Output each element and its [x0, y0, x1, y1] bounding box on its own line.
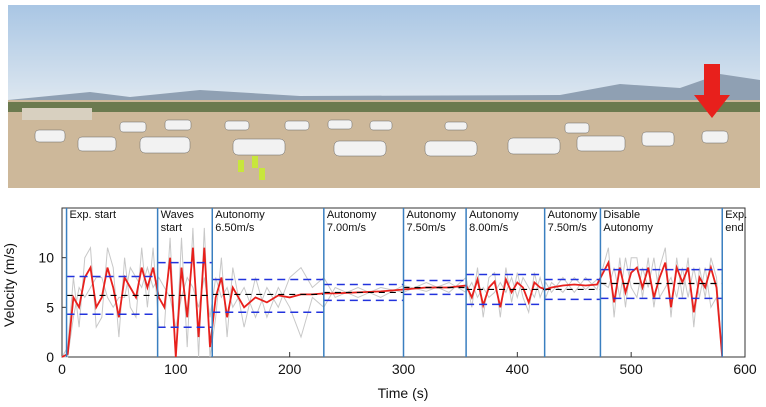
event-label: Autonomy	[548, 209, 598, 221]
event-label: Autonomy	[469, 209, 519, 221]
event-label: Autonomy	[215, 209, 265, 221]
event-label: Autonomy	[603, 222, 653, 234]
velocity-line	[62, 257, 723, 358]
event-label: 8.00m/s	[469, 222, 509, 234]
event-label: Disable	[603, 209, 640, 221]
event-label: 6.50m/s	[215, 222, 255, 234]
x-tick-label: 600	[733, 361, 757, 377]
event-label: Waves	[161, 209, 195, 221]
y-tick-label: 5	[46, 299, 54, 315]
y-axis-label: Velocity (m/s)	[1, 243, 17, 327]
event-label: Exp.	[725, 209, 747, 221]
photo	[8, 5, 760, 188]
y-tick-label: 0	[46, 349, 54, 365]
event-label: start	[161, 222, 182, 234]
event-label: 7.50m/s	[407, 222, 447, 234]
event-label: 7.00m/s	[327, 222, 367, 234]
x-tick-label: 400	[506, 361, 530, 377]
velocity-line	[61, 247, 724, 358]
event-label: Autonomy	[407, 209, 457, 221]
event-label: Autonomy	[327, 209, 377, 221]
x-tick-label: 500	[619, 361, 643, 377]
x-tick-label: 0	[58, 361, 66, 377]
x-tick-label: 300	[392, 361, 416, 377]
x-tick-label: 100	[164, 361, 188, 377]
event-label: end	[725, 222, 743, 234]
event-label: Exp. start	[70, 209, 116, 221]
event-label: 7.50m/s	[548, 222, 588, 234]
y-tick-label: 10	[38, 250, 54, 266]
x-axis-label: Time (s)	[378, 385, 429, 401]
x-tick-label: 200	[278, 361, 302, 377]
